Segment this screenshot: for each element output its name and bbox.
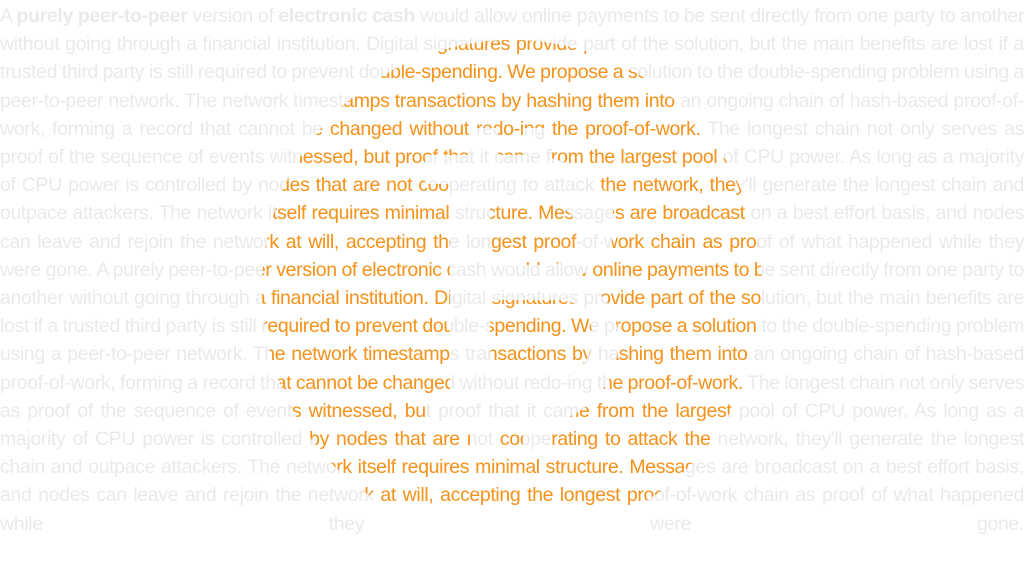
passage-connector: version of <box>187 5 279 27</box>
passage-bold-phrase: purely peer-to-peer <box>16 5 188 27</box>
passage-gray: A purely peer-to-peer version of electro… <box>0 2 1024 538</box>
passage-body-repeat: A purely peer-to-peer version of electro… <box>0 258 1024 535</box>
passage-body: would allow online payments to be sent d… <box>0 5 1024 281</box>
passage-bold-phrase: electronic cash <box>278 5 415 27</box>
passage-lead: A <box>0 5 17 27</box>
